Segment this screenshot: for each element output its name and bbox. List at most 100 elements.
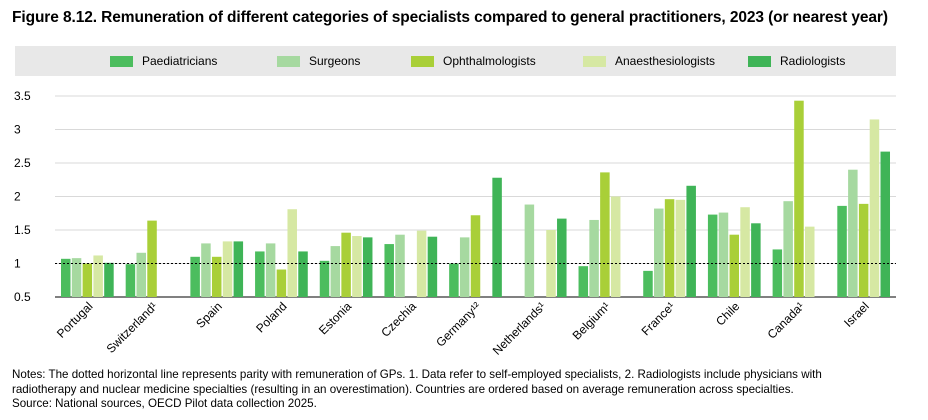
y-tick-label: 2 bbox=[14, 190, 21, 204]
bar-france-ophthalmologists bbox=[664, 199, 675, 297]
legend-label: Radiologists bbox=[780, 54, 846, 68]
bar-estonia-ophthalmologists bbox=[341, 232, 351, 297]
x-tick-label: Belgium¹ bbox=[570, 299, 613, 342]
legend-swatch bbox=[277, 55, 300, 67]
bar-poland-ophthalmologists bbox=[276, 269, 287, 297]
x-tick-label: Poland bbox=[253, 299, 289, 335]
y-axis-labels: 3.5 3 2.5 2 1.5 1 0.5 bbox=[14, 89, 31, 304]
bar-germany-surgeons bbox=[459, 237, 470, 297]
chart-legend: Paediatricians Surgeons Ophthalmologists An… bbox=[15, 46, 896, 76]
bar-canada-ophthalmologists bbox=[794, 100, 804, 297]
legend-item-surgeons: Surgeons bbox=[277, 54, 360, 68]
bar-chile-paediatricians bbox=[707, 214, 718, 297]
bar-poland-paediatricians bbox=[255, 251, 265, 297]
bar-czechia-surgeons bbox=[395, 234, 405, 297]
x-tick-label: Canada¹ bbox=[765, 299, 807, 341]
legend-label: Ophthalmologists bbox=[443, 54, 536, 68]
x-tick-label: Estonia bbox=[316, 299, 354, 337]
y-tick-label: 3.5 bbox=[14, 89, 31, 103]
bar-netherlands-anaesthesiologists bbox=[546, 230, 556, 297]
bar-germany-ophthalmologists bbox=[470, 215, 481, 297]
legend-item-radiologists: Radiologists bbox=[748, 54, 845, 68]
bar-israel-paediatricians bbox=[837, 205, 847, 297]
x-tick-label: Netherlands¹ bbox=[490, 299, 548, 357]
y-tick-label: 0.5 bbox=[14, 290, 31, 304]
x-tick-label: Spain bbox=[193, 299, 225, 331]
bar-estonia-anaesthesiologists bbox=[352, 236, 362, 297]
x-tick-label: Chile bbox=[713, 299, 742, 328]
bar-israel-radiologists bbox=[880, 151, 891, 297]
legend-item-ophthalmologists: Ophthalmologists bbox=[411, 54, 536, 68]
bar-canada-anaesthesiologists bbox=[805, 226, 815, 297]
bar-belgium-ophthalmologists bbox=[600, 172, 610, 297]
bar-switzerland-surgeons bbox=[136, 252, 146, 297]
bar-france-paediatricians bbox=[643, 270, 653, 297]
legend-label: Anaesthesiologists bbox=[615, 54, 716, 68]
bar-chile-surgeons bbox=[718, 212, 729, 297]
y-tick-label: 1 bbox=[14, 257, 21, 271]
figure-title: Figure 8.12. Remuneration of different c… bbox=[12, 9, 888, 26]
legend-swatch bbox=[110, 55, 133, 67]
x-tick-label: Switzerland¹ bbox=[104, 299, 161, 356]
bar-israel-surgeons bbox=[848, 169, 858, 297]
bar-portugal-ophthalmologists bbox=[82, 263, 93, 297]
bar-spain-anaesthesiologists bbox=[222, 241, 233, 297]
bar-belgium-paediatricians bbox=[578, 266, 589, 297]
legend-swatch bbox=[411, 55, 434, 67]
bar-switzerland-paediatricians bbox=[125, 264, 136, 297]
y-tick-label: 2.5 bbox=[14, 156, 31, 170]
bar-poland-anaesthesiologists bbox=[287, 209, 297, 297]
legend-label: Paediatricians bbox=[142, 54, 218, 68]
x-axis-labels: Portugal Switzerland¹ Spain Poland Estonia Cz… bbox=[54, 299, 872, 358]
bar-belgium-surgeons bbox=[589, 219, 599, 297]
legend-swatch bbox=[748, 55, 771, 67]
bar-france-anaesthesiologists bbox=[675, 199, 686, 297]
bar-portugal-radiologists bbox=[104, 262, 114, 297]
bar-czechia-anaesthesiologists bbox=[416, 230, 427, 297]
bar-czechia-radiologists bbox=[427, 236, 438, 297]
bar-israel-anaesthesiologists bbox=[869, 119, 880, 297]
bar-netherlands-surgeons bbox=[524, 204, 535, 297]
bar-switzerland-ophthalmologists bbox=[147, 220, 157, 297]
bar-israel-ophthalmologists bbox=[858, 203, 869, 297]
bar-chile-radiologists bbox=[751, 223, 761, 297]
bar-canada-surgeons bbox=[783, 201, 793, 297]
bar-germany-paediatricians bbox=[449, 263, 459, 297]
bar-spain-surgeons bbox=[201, 243, 211, 297]
bar-chile-ophthalmologists bbox=[729, 234, 740, 297]
notes-line-1: Notes: The dotted horizontal line repres… bbox=[12, 368, 822, 381]
legend-item-paediatricians: Paediatricians bbox=[110, 54, 217, 68]
bar-poland-surgeons bbox=[265, 243, 276, 297]
bar-chart: 3.5 3 2.5 2 1.5 1 0.5 Portugal Switzerland¹ Spai… bbox=[14, 89, 896, 358]
x-tick-label: Israel bbox=[841, 299, 872, 330]
source-line: Source: National sources, OECD Pilot dat… bbox=[12, 397, 317, 410]
bar-czechia-paediatricians bbox=[384, 244, 394, 297]
legend-swatch bbox=[583, 55, 606, 67]
bar-poland-radiologists bbox=[298, 251, 308, 297]
x-tick-label: France¹ bbox=[639, 299, 678, 338]
bar-portugal-surgeons bbox=[71, 258, 82, 297]
y-tick-label: 3 bbox=[14, 123, 21, 137]
bar-estonia-radiologists bbox=[362, 237, 373, 297]
bar-group bbox=[60, 100, 891, 297]
bar-france-radiologists bbox=[686, 185, 696, 297]
notes-line-2: radiotherapy and nuclear medicine specia… bbox=[12, 382, 794, 396]
bar-netherlands-radiologists bbox=[557, 218, 567, 297]
notes-block: Notes: The dotted horizontal line repres… bbox=[12, 368, 917, 412]
bar-estonia-paediatricians bbox=[319, 260, 330, 297]
x-tick-label: Czechia bbox=[378, 299, 419, 340]
bar-portugal-anaesthesiologists bbox=[93, 255, 103, 297]
bar-spain-ophthalmologists bbox=[211, 256, 222, 297]
bar-spain-radiologists bbox=[233, 241, 244, 297]
bar-france-surgeons bbox=[654, 208, 664, 297]
bar-spain-paediatricians bbox=[190, 256, 200, 297]
x-tick-label: Germany¹² bbox=[433, 299, 483, 349]
bar-canada-paediatricians bbox=[772, 249, 783, 297]
bar-belgium-anaesthesiologists bbox=[610, 196, 621, 297]
y-tick-label: 1.5 bbox=[14, 223, 31, 237]
bar-germany-radiologists bbox=[492, 177, 502, 297]
x-tick-label: Portugal bbox=[54, 299, 96, 341]
bar-portugal-paediatricians bbox=[60, 258, 71, 297]
legend-item-anaesthesiologists: Anaesthesiologists bbox=[583, 54, 715, 68]
legend-label: Surgeons bbox=[309, 54, 361, 68]
